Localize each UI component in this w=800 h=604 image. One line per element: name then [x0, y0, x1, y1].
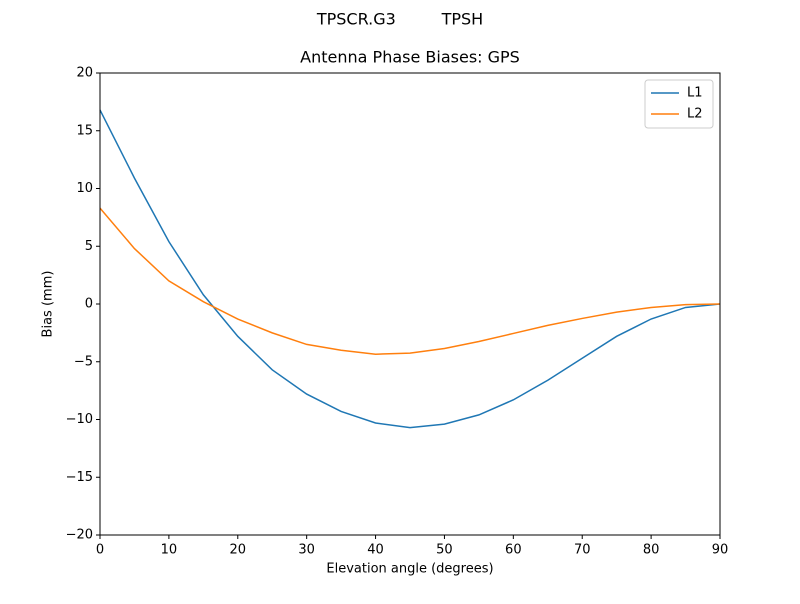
y-tick-label: 0	[85, 297, 93, 312]
x-tick-label: 30	[298, 543, 315, 558]
x-tick-label: 90	[712, 543, 729, 558]
x-tick-label: 80	[643, 543, 660, 558]
y-tick-label: −20	[66, 528, 93, 543]
chart-title: Antenna Phase Biases: GPS	[300, 48, 520, 67]
legend-label: L1	[687, 86, 703, 101]
y-tick-label: −15	[66, 470, 93, 485]
y-tick-label: −5	[74, 354, 93, 369]
suptitle: TPSCR.G3 TPSH	[316, 10, 483, 29]
y-tick-label: −10	[66, 412, 93, 427]
x-tick-label: 70	[574, 543, 591, 558]
legend-box	[644, 79, 714, 129]
x-tick-label: 40	[367, 543, 384, 558]
y-tick-label: 15	[76, 123, 93, 138]
x-tick-label: 10	[161, 543, 178, 558]
line-series	[99, 207, 721, 355]
y-tick-label: 10	[76, 181, 93, 196]
x-tick-label: 20	[230, 543, 247, 558]
line-series	[99, 109, 721, 429]
legend-label: L2	[687, 107, 703, 122]
y-tick-label: 5	[85, 239, 93, 254]
x-tick-label: 50	[436, 543, 453, 558]
plot-frame	[99, 72, 721, 536]
y-axis-label: Bias (mm)	[41, 271, 56, 338]
x-axis-label: Elevation angle (degrees)	[326, 562, 493, 577]
x-tick-label: 0	[96, 543, 104, 558]
x-tick-label: 60	[505, 543, 522, 558]
y-tick-label: 20	[76, 66, 93, 81]
